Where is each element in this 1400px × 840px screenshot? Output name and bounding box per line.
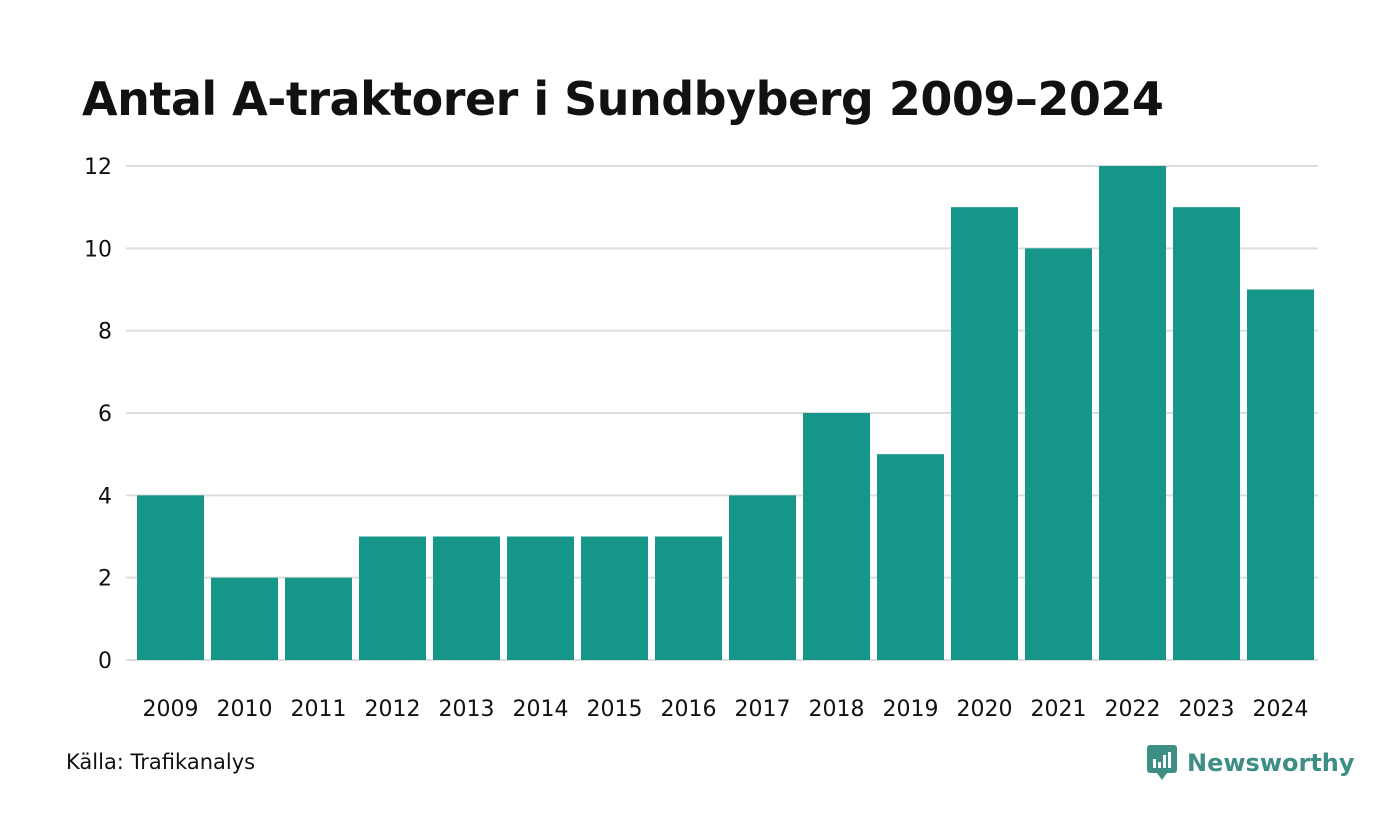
y-tick-label: 10 [84, 237, 112, 262]
x-tick-label: 2023 [1179, 697, 1235, 722]
bar-2011 [285, 577, 352, 660]
x-tick-label: 2015 [587, 697, 643, 722]
y-tick-label: 12 [84, 155, 112, 180]
bar-2018 [803, 413, 870, 660]
bar-2023 [1173, 207, 1240, 660]
y-tick-label: 8 [98, 320, 112, 345]
x-tick-label: 2009 [143, 697, 199, 722]
bar-2009 [137, 495, 204, 660]
bar-2017 [729, 495, 796, 660]
x-tick-label: 2021 [1031, 697, 1087, 722]
bar-2010 [211, 577, 278, 660]
x-axis-ticks: 2009 2010 2011 2012 2013 2014 2015 2016 2017 2018… [143, 697, 1309, 722]
bar-2015 [581, 536, 648, 660]
y-tick-label: 2 [98, 567, 112, 592]
x-tick-label: 2014 [513, 697, 569, 722]
bar-2013 [433, 536, 500, 660]
x-tick-label: 2017 [735, 697, 791, 722]
x-tick-label: 2019 [883, 697, 939, 722]
bar-chart-logo-icon [1147, 745, 1177, 780]
x-tick-label: 2024 [1253, 697, 1309, 722]
y-tick-label: 6 [98, 402, 112, 427]
newsworthy-logo[interactable]: Newsworthy [1147, 744, 1355, 782]
bar-2019 [877, 454, 944, 660]
bar-2022 [1099, 166, 1166, 660]
bar-2024 [1247, 289, 1314, 660]
source-note: Källa: Trafikanalys [66, 750, 256, 774]
x-tick-label: 2013 [439, 697, 495, 722]
x-tick-label: 2011 [291, 697, 347, 722]
bars [137, 166, 1314, 661]
x-tick-label: 2016 [661, 697, 717, 722]
bar-2020 [951, 207, 1018, 660]
x-tick-label: 2018 [809, 697, 865, 722]
chart-title: Antal A-traktorer i Sundbyberg 2009–2024 [82, 72, 1164, 126]
brand-name: Newsworthy [1187, 749, 1355, 777]
x-tick-label: 2012 [365, 697, 421, 722]
x-tick-label: 2022 [1105, 697, 1161, 722]
bar-2021 [1025, 248, 1092, 661]
bar-2012 [359, 536, 426, 660]
y-tick-label: 4 [98, 484, 112, 509]
x-tick-label: 2020 [957, 697, 1013, 722]
bar-2016 [655, 536, 722, 660]
y-tick-label: 0 [98, 649, 112, 674]
x-tick-label: 2010 [217, 697, 273, 722]
y-axis-ticks: 0 2 4 6 8 10 12 [84, 155, 112, 674]
bar-2014 [507, 536, 574, 660]
